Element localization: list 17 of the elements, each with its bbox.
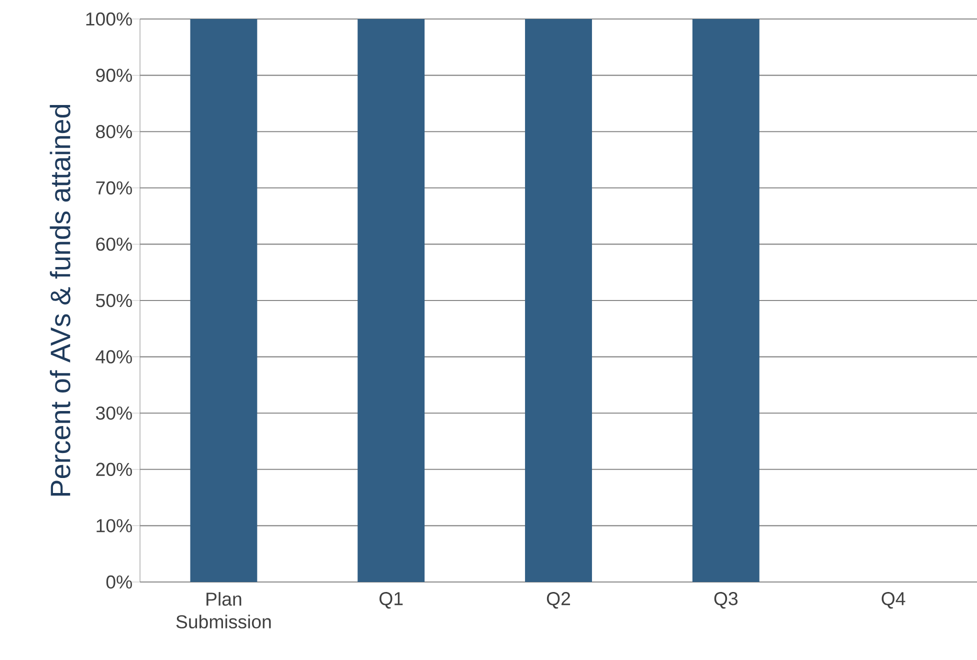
y-tick-label: 50% (96, 294, 132, 308)
y-tick-label: 100% (86, 12, 132, 26)
x-tick-label: Q4 (882, 592, 906, 609)
y-tick-label: 60% (96, 238, 132, 251)
y-tick-label: 90% (96, 68, 132, 82)
x-tick-label: Q3 (714, 592, 738, 609)
y-tick-label: 40% (96, 350, 132, 364)
y-tick-label: 30% (96, 406, 132, 420)
y-tick-label: 70% (96, 181, 132, 195)
y-tick-label: 10% (96, 519, 132, 532)
y-tick-label: 80% (96, 124, 132, 138)
x-tick-label: Plan Submission (176, 592, 271, 628)
x-tick-label: Q1 (380, 592, 403, 609)
y-tick-label: 0% (106, 575, 132, 589)
x-tick-label: Q2 (546, 592, 570, 609)
y-tick-label: 20% (96, 462, 132, 476)
y-axis-title: Percent of AVs & funds attained (50, 104, 70, 496)
